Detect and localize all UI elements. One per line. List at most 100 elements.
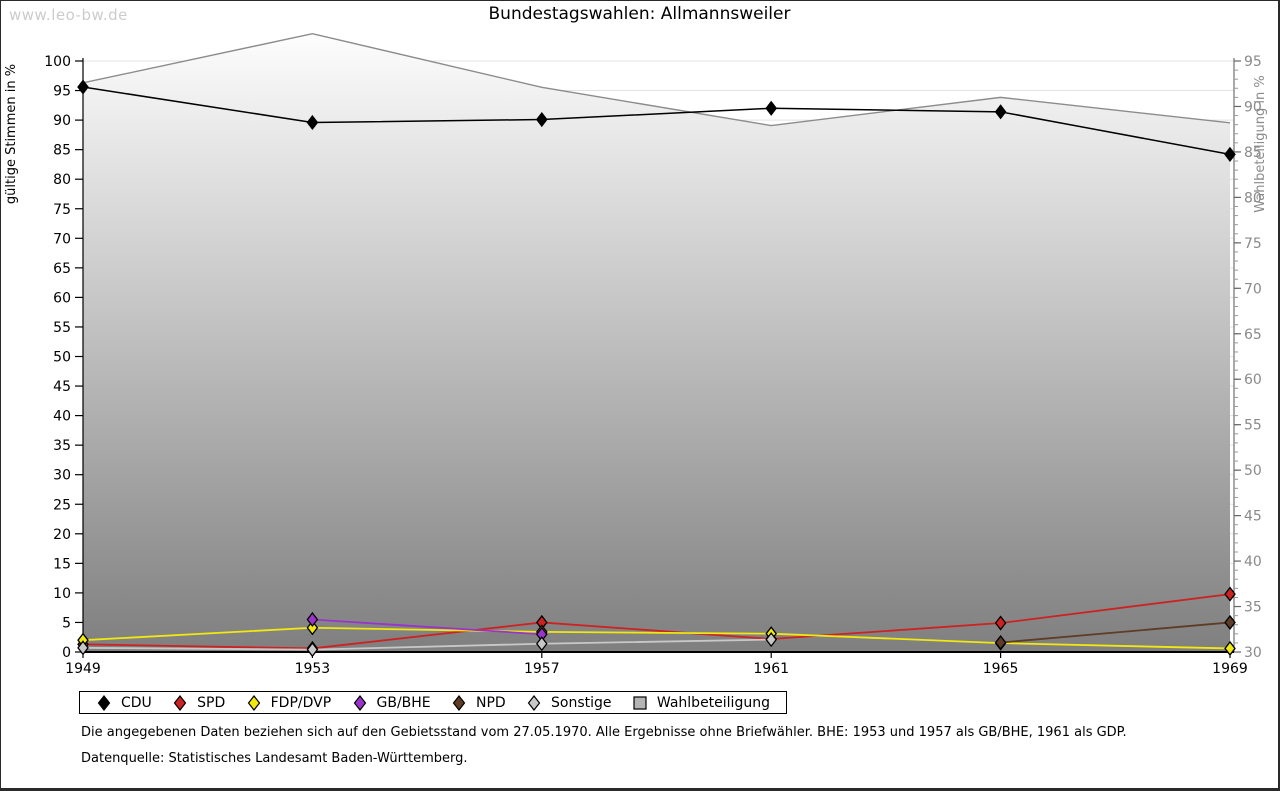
x-axis-year-label: 1953 bbox=[295, 661, 331, 677]
data-point bbox=[1224, 640, 1236, 657]
right-axis-tick-label: 65 bbox=[1244, 327, 1262, 343]
series-lines bbox=[77, 79, 1236, 658]
legend-item-spd: SPD bbox=[172, 695, 225, 711]
footnote-line2: Datenquelle: Statistisches Landesamt Bad… bbox=[81, 751, 468, 766]
legend-square-icon bbox=[633, 695, 647, 710]
series-gb-bhe bbox=[306, 611, 548, 642]
data-point bbox=[77, 79, 89, 95]
left-axis-tick-label: 50 bbox=[53, 350, 71, 366]
legend-diamond-icon bbox=[247, 694, 260, 711]
left-axis-tick-label: 85 bbox=[53, 143, 71, 159]
left-axis-tick-label: 35 bbox=[53, 438, 71, 454]
left-axis-tick-label: 45 bbox=[53, 379, 71, 395]
right-axis-title: Wahlbeteiligung in % bbox=[1253, 75, 1268, 212]
right-axis-tick-label: 50 bbox=[1244, 463, 1262, 479]
right-axis-tick-label: 30 bbox=[1244, 645, 1262, 661]
left-axis-tick-label: 100 bbox=[44, 54, 71, 70]
wahlbeteiligung-line bbox=[82, 33, 1231, 127]
data-point bbox=[306, 620, 319, 636]
left-axis-tick-label: 15 bbox=[53, 556, 71, 572]
left-axis-tick-label: 20 bbox=[53, 527, 71, 543]
data-point bbox=[994, 104, 1007, 120]
right-axis-tick-label: 60 bbox=[1244, 372, 1262, 388]
legend-label: CDU bbox=[121, 694, 152, 711]
legend-item-wahlbeteiligung: Wahlbeteiligung bbox=[632, 695, 770, 711]
series-line bbox=[1000, 621, 1231, 644]
legend-item-fdp-dvp: FDP/DVP bbox=[246, 694, 332, 711]
left-axis-tick-label: 75 bbox=[53, 202, 71, 218]
legend-item-gb-bhe: GB/BHE bbox=[352, 695, 431, 711]
left-axis-tick-label: 90 bbox=[53, 113, 71, 129]
legend-diamond-icon bbox=[353, 694, 366, 711]
left-axis-tick-label: 60 bbox=[53, 290, 71, 306]
wahlbeteiligung-area bbox=[82, 33, 1231, 652]
right-axis-tick-label: 95 bbox=[1244, 54, 1262, 70]
data-point bbox=[77, 640, 89, 656]
left-axis-tick-label: 0 bbox=[62, 645, 71, 661]
series-line bbox=[82, 86, 1231, 156]
legend-item-cdu: CDU bbox=[96, 695, 152, 711]
legend-label: FDP/DVP bbox=[270, 694, 332, 711]
chart-title: Bundestagswahlen: Allmannsweiler bbox=[488, 4, 791, 24]
left-axis-tick-label: 25 bbox=[53, 497, 71, 513]
left-axis-tick-label: 5 bbox=[62, 615, 71, 631]
x-axis-year-label: 1965 bbox=[983, 661, 1019, 677]
wahlbeteiligung-area-fill bbox=[83, 33, 1230, 652]
series-line bbox=[82, 638, 772, 651]
series-line bbox=[82, 593, 1231, 650]
right-axis-tick-label: 80 bbox=[1244, 190, 1262, 206]
right-axis-tick-label: 70 bbox=[1244, 281, 1262, 297]
data-point bbox=[765, 100, 778, 116]
watermark: www.leo-bw.de bbox=[9, 6, 128, 24]
legend-label: Sonstige bbox=[551, 694, 612, 711]
right-axis-tick-label: 55 bbox=[1244, 418, 1262, 434]
series-line bbox=[82, 626, 1231, 650]
x-axis-year-label: 1949 bbox=[65, 661, 101, 677]
legend: CDU SPD FDP/DVP GB/BHE NPD Sonstige Wahlbeteil… bbox=[79, 691, 787, 714]
left-axis-tick-label: 10 bbox=[53, 586, 71, 602]
legend-label: Wahlbeteiligung bbox=[656, 694, 770, 711]
axes: 0 5 10 15 20 25 30 35 40 45 50 55 60 65 70 75 80 85 90 95 10… bbox=[44, 54, 1262, 677]
data-point bbox=[306, 611, 319, 628]
x-axis-year-label: 1957 bbox=[524, 661, 560, 677]
data-point bbox=[1224, 614, 1236, 631]
data-point bbox=[535, 636, 548, 652]
legend-item-npd: NPD bbox=[451, 695, 506, 711]
series-cdu bbox=[77, 79, 1236, 162]
footnote-line1: Die angegebenen Daten beziehen sich auf … bbox=[81, 725, 1127, 740]
right-axis-tick-label: 35 bbox=[1244, 600, 1262, 616]
legend-diamond-icon bbox=[173, 694, 187, 711]
left-axis-tick-label: 80 bbox=[53, 172, 71, 188]
data-point bbox=[535, 111, 548, 128]
data-point bbox=[306, 114, 319, 131]
right-axis-tick-label: 90 bbox=[1244, 99, 1262, 115]
left-axis-tick-label: 65 bbox=[53, 261, 71, 277]
left-axis-tick-label: 55 bbox=[53, 320, 71, 336]
data-point bbox=[994, 615, 1007, 631]
right-axis-tick-label: 75 bbox=[1244, 236, 1262, 252]
data-point bbox=[306, 642, 319, 658]
left-axis-tick-label: 40 bbox=[53, 409, 71, 425]
legend-diamond-icon bbox=[527, 694, 541, 711]
data-point bbox=[1224, 146, 1236, 162]
left-axis-tick-label: 95 bbox=[53, 84, 71, 100]
data-point bbox=[1224, 586, 1236, 602]
legend-label: NPD bbox=[476, 694, 506, 711]
series-sonstige bbox=[77, 632, 778, 658]
left-axis-title: gültige Stimmen in % bbox=[4, 64, 19, 204]
legend-label: SPD bbox=[197, 694, 226, 711]
legend-label: GB/BHE bbox=[376, 694, 431, 711]
right-axis-tick-label: 85 bbox=[1244, 145, 1262, 161]
data-point bbox=[994, 634, 1007, 651]
right-axis-tick-label: 40 bbox=[1244, 554, 1262, 570]
data-point bbox=[765, 632, 778, 648]
x-axis-year-label: 1961 bbox=[753, 661, 789, 677]
x-axis-year-label: 1969 bbox=[1212, 661, 1248, 677]
right-axis-tick-label: 45 bbox=[1244, 509, 1262, 525]
series-line bbox=[312, 618, 542, 636]
series-npd bbox=[994, 614, 1236, 651]
legend-item-sonstige: Sonstige bbox=[526, 695, 612, 711]
legend-diamond-icon bbox=[97, 694, 111, 711]
